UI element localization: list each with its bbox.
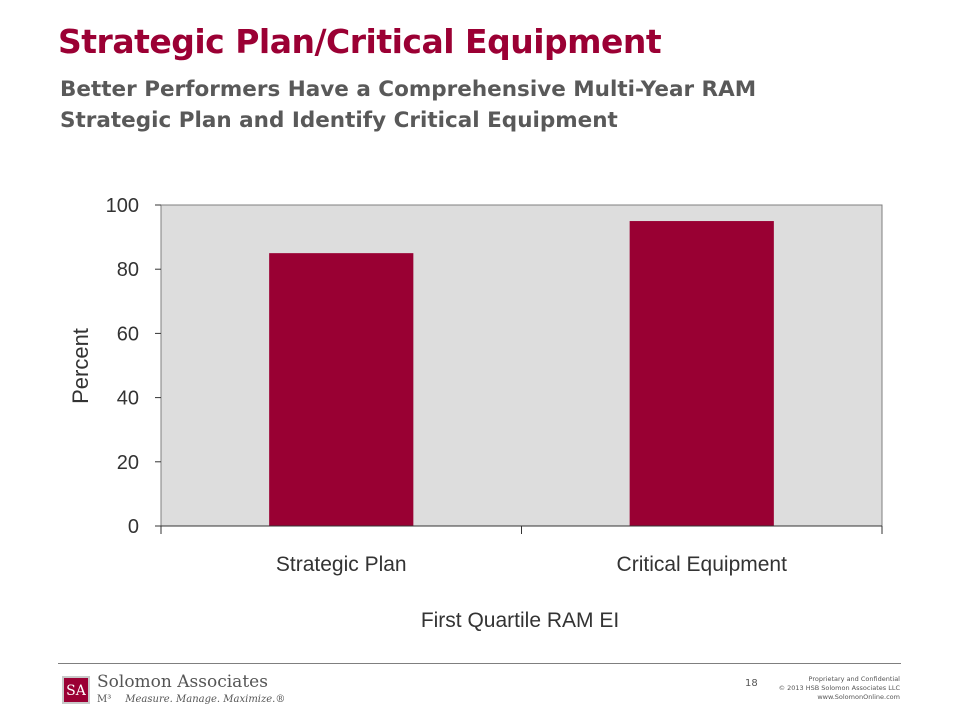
subtitle-line-2: Strategic Plan and Identify Critical Equ… bbox=[60, 108, 618, 133]
slide-title: Strategic Plan/Critical Equipment bbox=[58, 22, 662, 61]
y-axis: 0 20 40 60 80 100 bbox=[106, 195, 161, 538]
sa-logo-icon: SA bbox=[66, 683, 87, 699]
bar-chart: 0 20 40 60 80 100 Strategic Plan Critical Equi… bbox=[68, 195, 883, 632]
logo-mark-text: SA bbox=[66, 683, 87, 699]
page-number: 18 bbox=[745, 678, 758, 689]
x-axis: Strategic Plan Critical Equipment bbox=[160, 525, 883, 576]
subtitle-line-1: Better Performers Have a Comprehensive M… bbox=[60, 77, 757, 102]
y-axis-title: Percent bbox=[68, 328, 93, 404]
y-tick-label: 80 bbox=[117, 259, 139, 281]
legal-notice: Proprietary and Confidential © 2013 HSB … bbox=[779, 675, 900, 702]
legal-line-3: www.SolomonOnline.com bbox=[817, 693, 900, 701]
x-tick-label: Strategic Plan bbox=[276, 553, 407, 576]
company-name: Solomon Associates bbox=[97, 672, 268, 692]
company-logo: SA bbox=[62, 676, 90, 704]
footer-divider bbox=[58, 663, 901, 664]
bar-critical-equipment bbox=[629, 221, 774, 527]
m3-mark: M³ bbox=[97, 694, 112, 705]
tagline-text: Measure. Manage. Maximize.® bbox=[125, 694, 286, 705]
bar-series bbox=[269, 221, 774, 527]
y-tick-label: 20 bbox=[117, 452, 139, 474]
x-axis-title: First Quartile RAM EI bbox=[421, 609, 619, 632]
bar-strategic-plan bbox=[269, 253, 414, 526]
y-tick-label: 40 bbox=[117, 388, 139, 410]
legal-line-1: Proprietary and Confidential bbox=[808, 675, 900, 683]
y-tick-label: 60 bbox=[117, 323, 139, 345]
y-tick-label: 0 bbox=[128, 516, 139, 538]
slide-subtitle: Better Performers Have a Comprehensive M… bbox=[60, 74, 920, 136]
y-tick-label: 100 bbox=[106, 195, 139, 217]
legal-line-2: © 2013 HSB Solomon Associates LLC bbox=[778, 684, 900, 692]
company-tagline: M³ Measure. Manage. Maximize.® bbox=[97, 694, 285, 705]
x-tick-label: Critical Equipment bbox=[617, 553, 788, 576]
